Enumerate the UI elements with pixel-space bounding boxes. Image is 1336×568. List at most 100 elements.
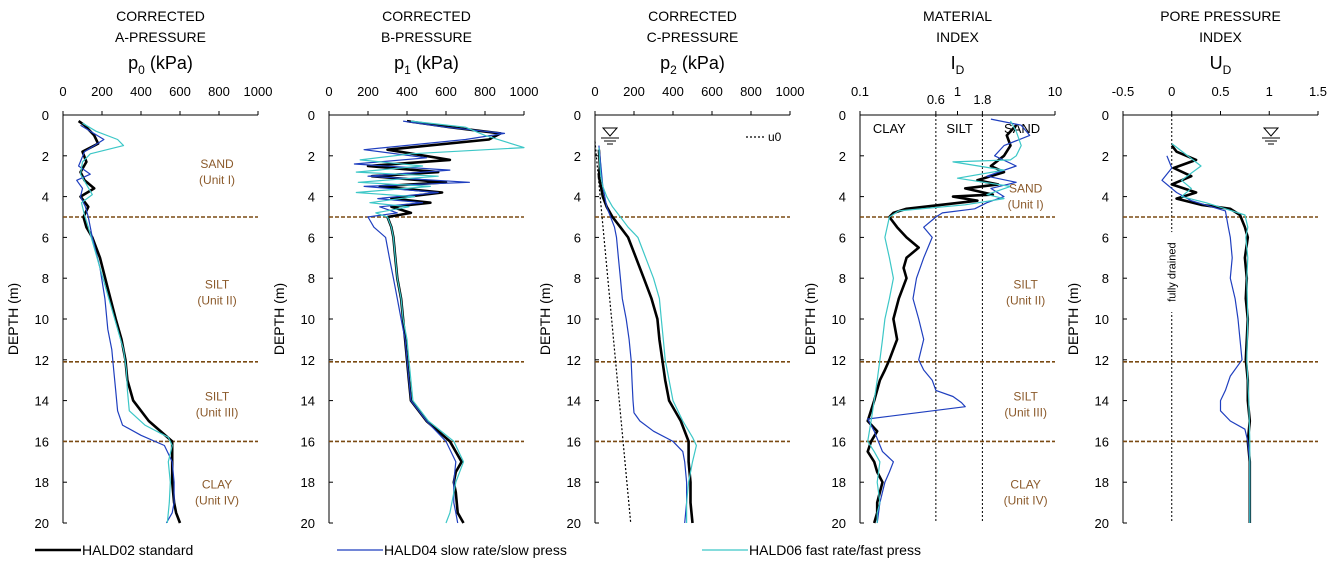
y-tick-label: 0 xyxy=(1102,108,1109,123)
x-tick-label: 200 xyxy=(623,84,645,99)
unit-label: SILT xyxy=(205,390,230,404)
panel-title-line1: MATERIAL xyxy=(923,8,992,24)
y-tick-label: 8 xyxy=(42,271,49,286)
u0-legend-label: u0 xyxy=(768,130,782,144)
x-axis-label: UD xyxy=(1210,53,1232,77)
legend-label: HALD04 slow rate/slow press xyxy=(384,542,567,558)
zone-label: CLAY xyxy=(873,121,906,136)
drained-label: fully drained xyxy=(1167,242,1179,301)
unit-label: (Unit I) xyxy=(199,173,235,187)
y-tick-label: 6 xyxy=(574,230,581,245)
y-tick-label: 14 xyxy=(35,394,49,409)
x-tick-label: 1 xyxy=(954,84,961,99)
y-tick-label: 6 xyxy=(839,230,846,245)
series-line-hald02 xyxy=(77,120,182,524)
unit-label: (Unit III) xyxy=(196,406,239,420)
y-tick-label: 8 xyxy=(308,271,315,286)
x-tick-label: 1.5 xyxy=(1309,84,1327,99)
water-table-icon xyxy=(601,127,619,137)
panel-title-line2: A-PRESSURE xyxy=(115,29,206,45)
unit-label: (Unit III) xyxy=(1004,406,1047,420)
y-tick-label: 8 xyxy=(574,271,581,286)
unit-label: (Unit I) xyxy=(1008,198,1044,212)
y-tick-label: 4 xyxy=(308,190,315,205)
y-tick-label: 0 xyxy=(308,108,315,123)
y-tick-label: 14 xyxy=(567,394,581,409)
y-tick-label: 12 xyxy=(301,353,315,368)
x-tick-label: 1.8 xyxy=(973,92,991,107)
x-tick-label: 200 xyxy=(357,84,379,99)
panel-4: MATERIAL INDEX ID 0.1 0.6 1 1.8 10 0 2 4 6 8 10 12 14 16… xyxy=(802,8,1062,531)
y-tick-label: 14 xyxy=(1095,394,1109,409)
y-tick-label: 12 xyxy=(567,353,581,368)
unit-label: SILT xyxy=(1013,390,1038,404)
y-tick-label: 20 xyxy=(301,516,315,531)
x-tick-label: 1000 xyxy=(776,84,805,99)
panel-title-line1: PORE PRESSURE xyxy=(1160,8,1281,24)
x-tick-label: 10 xyxy=(1048,84,1062,99)
y-tick-label: 20 xyxy=(1095,516,1109,531)
y-tick-label: 6 xyxy=(42,230,49,245)
y-tick-label: 18 xyxy=(35,475,49,490)
y-tick-label: 10 xyxy=(35,312,49,327)
y-tick-label: 12 xyxy=(832,353,846,368)
y-tick-label: 8 xyxy=(1102,271,1109,286)
y-tick-label: 2 xyxy=(42,149,49,164)
y-axis-label: DEPTH (m) xyxy=(537,283,553,355)
unit-label: CLAY xyxy=(1010,477,1040,491)
x-tick-label: 800 xyxy=(474,84,496,99)
panel-title-line1: CORRECTED xyxy=(116,8,205,24)
x-tick-label: 600 xyxy=(169,84,191,99)
y-tick-label: 2 xyxy=(1102,149,1109,164)
series-line-hald02 xyxy=(1170,144,1252,523)
y-axis-label: DEPTH (m) xyxy=(5,283,21,355)
series-line-hald06 xyxy=(1171,143,1251,523)
unit-label: (Unit II) xyxy=(1006,293,1045,307)
y-tick-label: 20 xyxy=(567,516,581,531)
x-tick-label: 600 xyxy=(435,84,457,99)
x-tick-label: 0 xyxy=(591,84,598,99)
series-line-hald06 xyxy=(598,147,698,523)
y-tick-label: 4 xyxy=(1102,190,1109,205)
y-tick-label: 12 xyxy=(35,353,49,368)
unit-label: SILT xyxy=(205,277,230,291)
panel-title-line2: B-PRESSURE xyxy=(381,29,472,45)
x-axis-label: p2 (kPa) xyxy=(660,53,725,77)
x-tick-label: 400 xyxy=(396,84,418,99)
y-tick-label: 8 xyxy=(839,271,846,286)
drained-label-bg xyxy=(1163,232,1180,313)
y-tick-label: 2 xyxy=(839,149,846,164)
x-tick-label: 0 xyxy=(1168,84,1175,99)
y-tick-label: 16 xyxy=(35,434,49,449)
series-line-u0 xyxy=(594,141,632,524)
unit-label: SAND xyxy=(1009,182,1043,196)
y-tick-label: 18 xyxy=(1095,475,1109,490)
panel-title-line2: INDEX xyxy=(1199,29,1242,45)
series-line-hald02 xyxy=(366,119,502,524)
legend-item: HALD02 standard xyxy=(35,542,193,558)
x-tick-label: 0.5 xyxy=(1211,84,1229,99)
unit-label: (Unit II) xyxy=(197,293,236,307)
legend-label: HALD06 fast rate/fast press xyxy=(749,542,921,558)
y-tick-label: 4 xyxy=(839,190,846,205)
x-tick-label: 0 xyxy=(59,84,66,99)
x-tick-label: 1000 xyxy=(510,84,539,99)
series-line-hald04 xyxy=(867,118,1031,524)
series-line-hald04 xyxy=(598,145,688,524)
x-tick-label: 800 xyxy=(740,84,762,99)
x-axis-label: ID xyxy=(951,53,965,77)
x-tick-label: 1000 xyxy=(244,84,273,99)
y-tick-label: 10 xyxy=(832,312,846,327)
zone-label: SILT xyxy=(946,121,973,136)
y-tick-label: 18 xyxy=(567,475,581,490)
y-tick-label: 2 xyxy=(308,149,315,164)
y-tick-label: 10 xyxy=(567,312,581,327)
legend-label: HALD02 standard xyxy=(82,542,193,558)
panel-title-line1: CORRECTED xyxy=(382,8,471,24)
y-tick-label: 16 xyxy=(567,434,581,449)
y-tick-label: 14 xyxy=(832,394,846,409)
x-tick-label: 0 xyxy=(325,84,332,99)
